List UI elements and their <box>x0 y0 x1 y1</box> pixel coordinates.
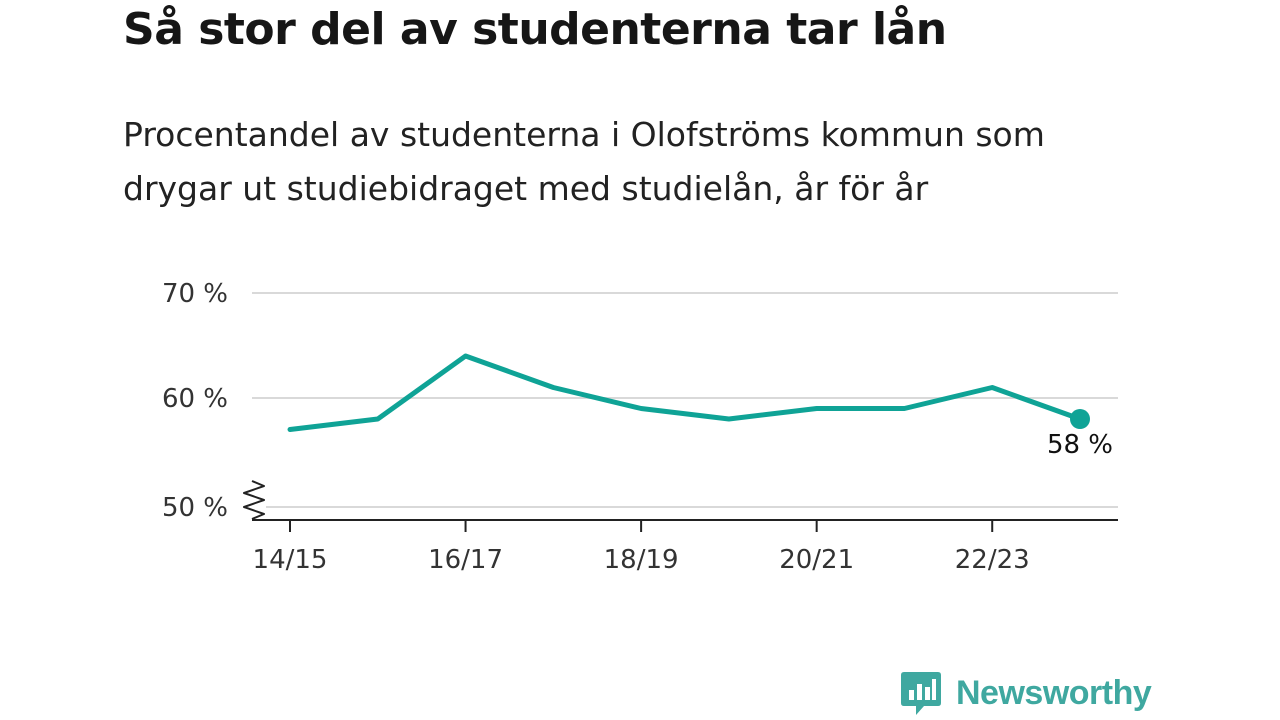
y-axis-ticks: 50 % 60 % 70 % <box>162 279 265 523</box>
y-tick-label: 60 % <box>162 384 228 414</box>
chart-subtitle: Procentandel av studenterna i Olofströms… <box>123 115 1045 208</box>
newsworthy-logo: Newsworthy <box>900 670 1152 716</box>
data-labels: 58 % <box>1047 430 1113 460</box>
chart-title: Så stor del av studenterna tar lån <box>123 4 947 55</box>
series-line <box>287 353 1083 432</box>
end-point-marker <box>1070 409 1090 429</box>
gridlines <box>252 292 1118 508</box>
line-chart: 50 % 60 % 70 % 14/15 16/17 18/19 20/21 22/23 5… <box>162 279 1118 575</box>
end-value-label: 58 % <box>1047 430 1113 460</box>
axis-break-zigzag <box>243 480 265 520</box>
x-axis: 14/15 16/17 18/19 20/21 22/23 <box>252 519 1118 575</box>
x-tick-label: 22/23 <box>955 545 1030 575</box>
y-tick-label: 50 % <box>162 493 228 523</box>
brand-name: Newsworthy <box>956 673 1152 712</box>
series <box>287 353 1090 432</box>
y-tick-label: 70 % <box>162 279 228 309</box>
x-tick-label: 14/15 <box>253 545 328 575</box>
newsworthy-chart-bubble-icon <box>901 672 941 715</box>
x-tick-label: 16/17 <box>428 545 503 575</box>
x-tick-label: 18/19 <box>604 545 679 575</box>
x-tick-label: 20/21 <box>779 545 854 575</box>
